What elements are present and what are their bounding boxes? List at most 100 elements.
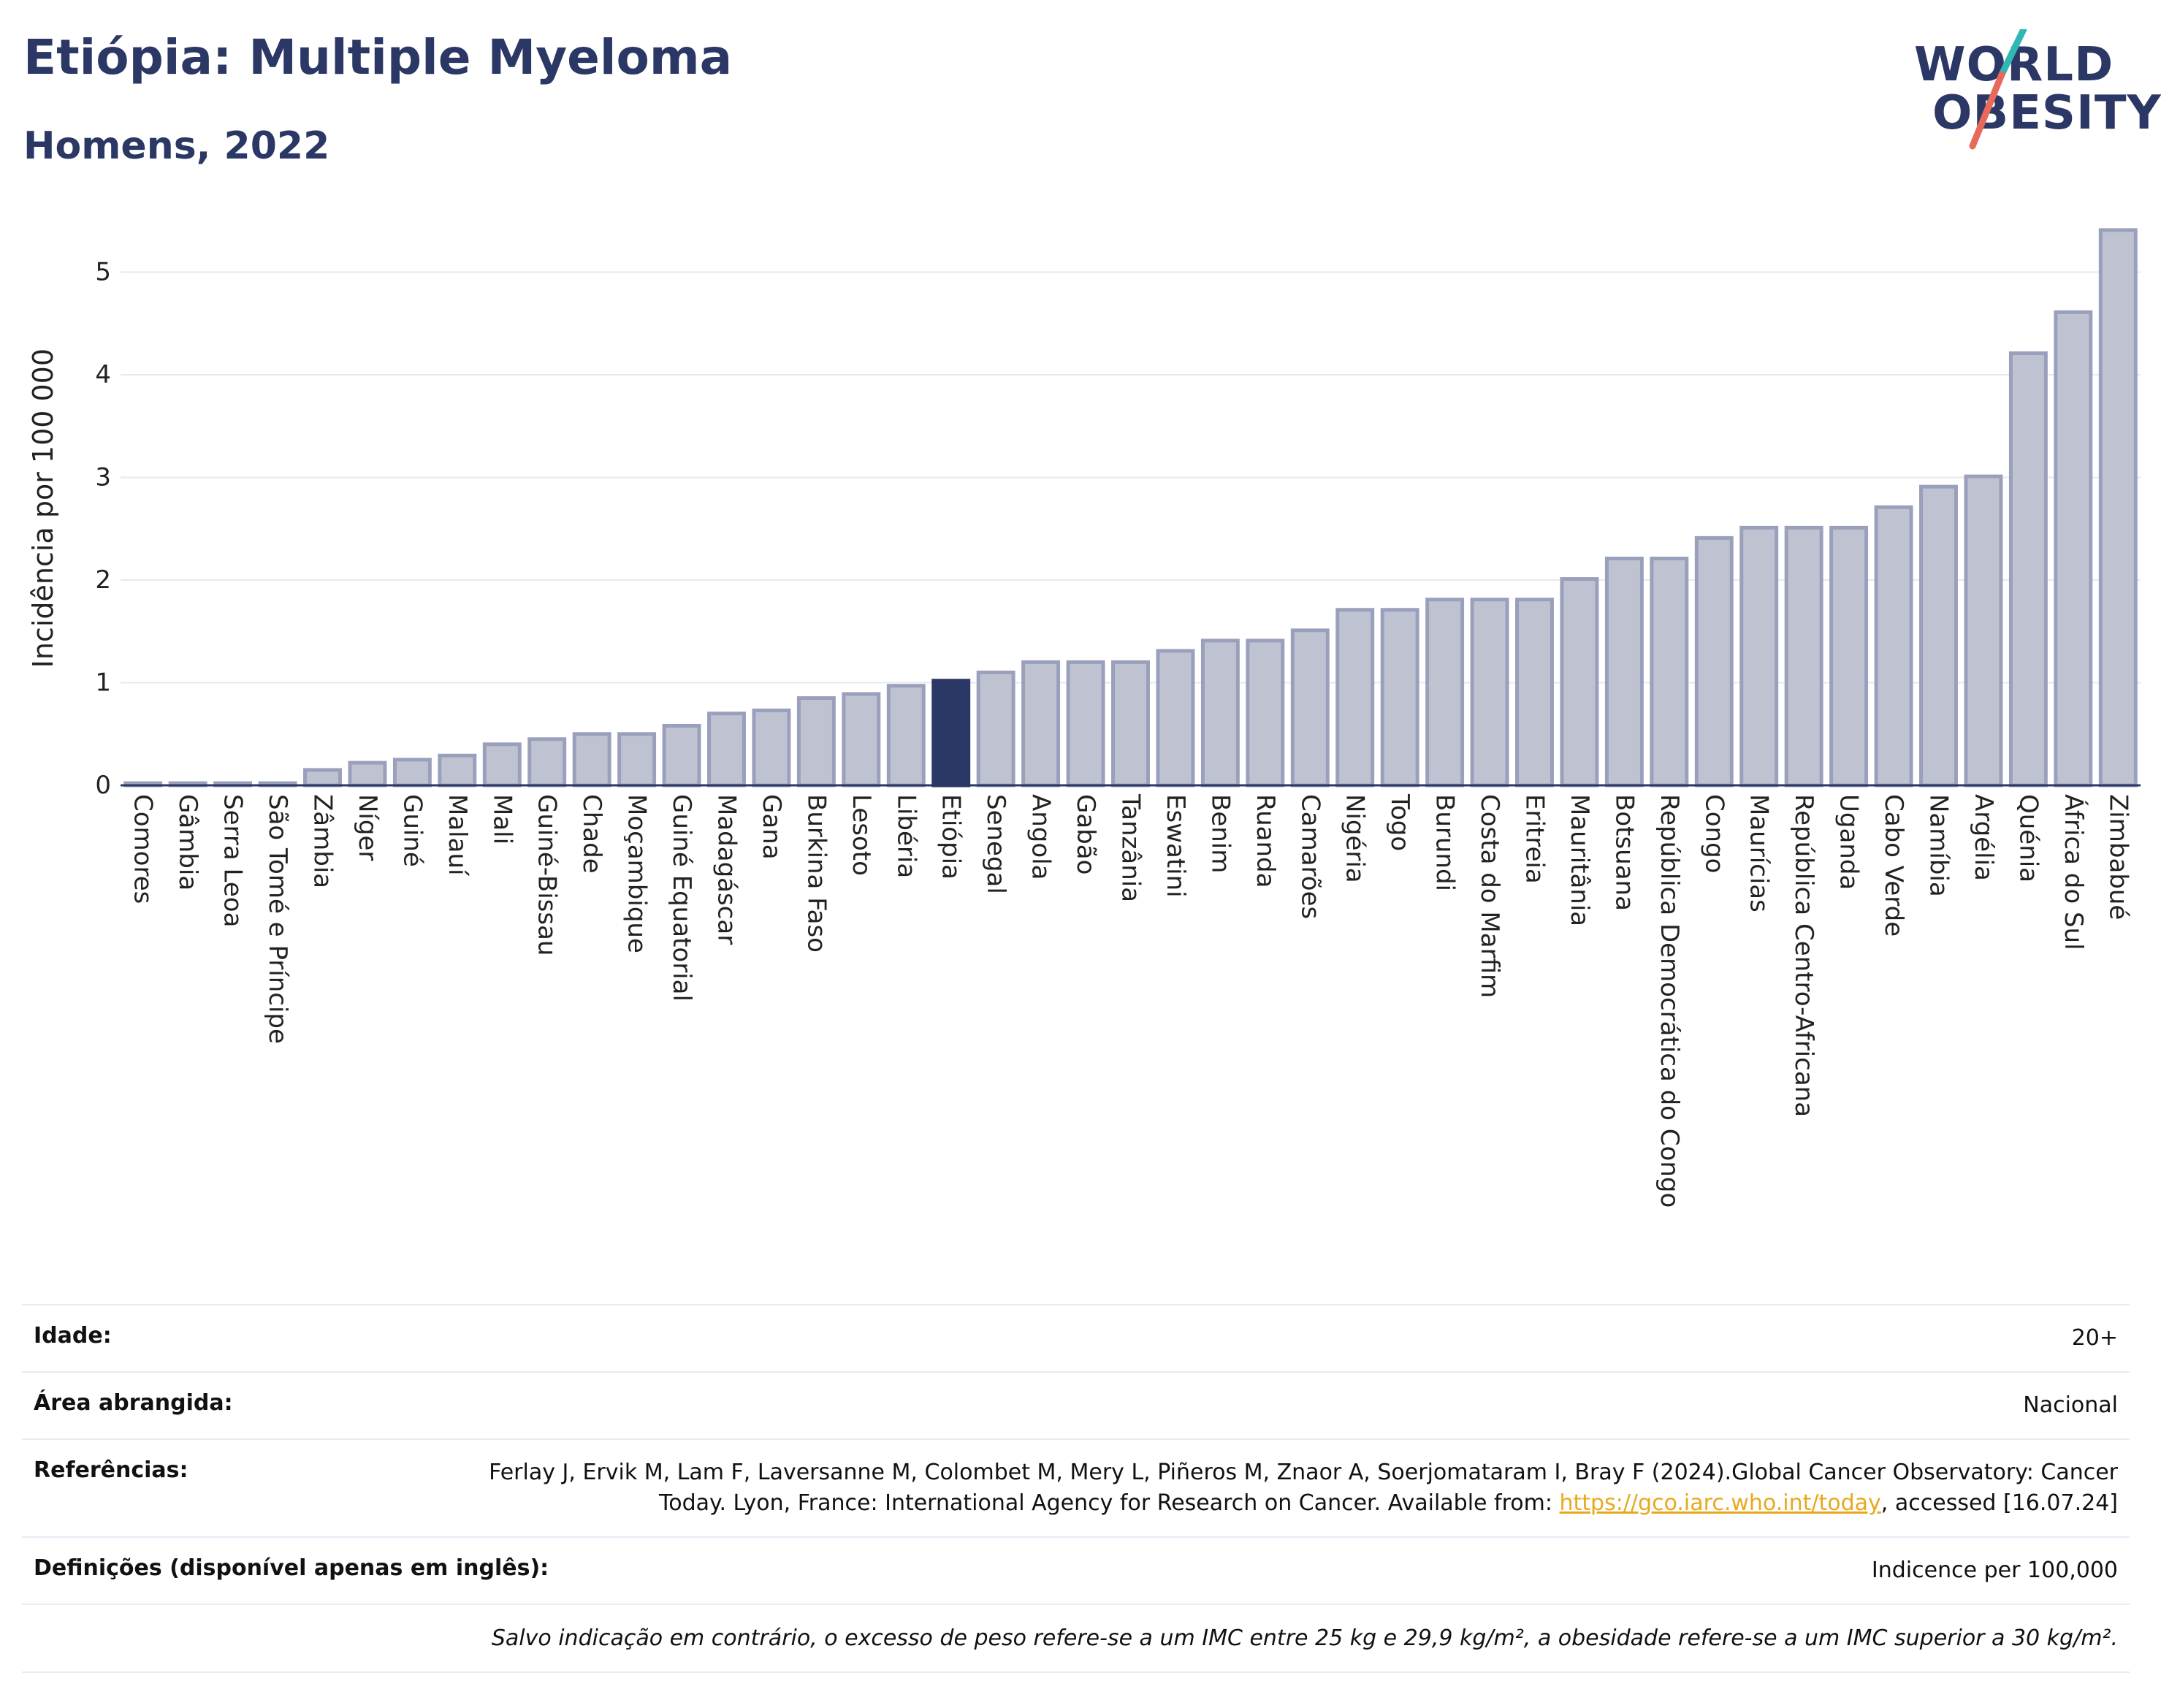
x-tick-label: Camarões xyxy=(1295,794,1325,919)
bar xyxy=(392,758,432,788)
definitions-value: Indicence per 100,000 xyxy=(1871,1558,2118,1583)
bar xyxy=(1246,638,1285,788)
x-tick-label: Ruanda xyxy=(1251,794,1280,888)
x-tick-label: Comores xyxy=(129,794,158,904)
bar xyxy=(976,670,1015,788)
bar xyxy=(842,692,881,788)
bar xyxy=(1604,556,1644,788)
x-tick-label: África do Sul xyxy=(2059,794,2089,950)
bar xyxy=(796,696,836,788)
logo-slash-icon xyxy=(1969,29,2027,150)
x-tick-label: Senegal xyxy=(981,794,1010,894)
x-tick-label: Maurícias xyxy=(1745,794,1774,912)
x-tick-label: Gabão xyxy=(1071,794,1100,874)
bar xyxy=(707,712,746,788)
x-tick-label: Guiné-Bissau xyxy=(533,794,562,956)
details-row-age: Idade: 20+ xyxy=(22,1304,2130,1371)
x-tick-label: República Democrática do Congo xyxy=(1655,794,1684,1208)
bar xyxy=(2008,351,2048,788)
bar xyxy=(1066,660,1105,788)
bar xyxy=(662,724,701,788)
bar xyxy=(1425,598,1465,788)
x-tick-label: Burkina Faso xyxy=(801,794,831,953)
x-tick-label: Guiné Equatorial xyxy=(667,794,696,1002)
bar xyxy=(303,768,342,788)
bar xyxy=(1156,649,1195,788)
bar xyxy=(1919,484,1958,788)
x-tick-label: Eritreia xyxy=(1520,794,1550,884)
bar xyxy=(1560,577,1599,788)
bar xyxy=(482,742,522,788)
y-tick-label: 3 xyxy=(95,463,111,492)
references-value: Ferlay J, Ervik M, Lam F, Laversanne M, … xyxy=(474,1457,2118,1519)
y-tick-label: 4 xyxy=(95,360,111,389)
details-table: Idade: 20+ Área abrangida: Nacional Refe… xyxy=(22,1304,2130,1673)
x-tick-label: Eswatini xyxy=(1161,794,1190,898)
x-tick-label: Serra Leoa xyxy=(218,794,248,927)
x-tick-label: Etiópia xyxy=(937,794,966,880)
page-title: Etiópia: Multiple Myeloma xyxy=(23,29,733,85)
x-tick-label: Nigéria xyxy=(1341,794,1370,883)
bar xyxy=(438,753,477,788)
x-tick-label: Zimbabué xyxy=(2103,794,2133,920)
bar xyxy=(1290,628,1330,788)
x-tick-label: República Centro-Africana xyxy=(1789,794,1818,1117)
bar-chart: 0 1 2 3 4 5 Incidência por 100 000 Comores Gâmbi… xyxy=(27,228,2141,1208)
x-tick-label: Argélia xyxy=(1969,794,1998,881)
bar xyxy=(572,732,611,788)
x-tick-label: Angola xyxy=(1026,794,1056,880)
y-tick-label: 5 xyxy=(95,258,111,287)
area-value: Nacional xyxy=(2023,1392,2118,1418)
bar xyxy=(1784,525,1823,788)
x-tick-label: Botsuana xyxy=(1609,794,1639,911)
page-subtitle: Homens, 2022 xyxy=(23,124,330,168)
x-tick-label: Burundi xyxy=(1430,794,1460,891)
x-tick-label: Lesoto xyxy=(847,794,876,876)
y-axis-label: Incidência por 100 000 xyxy=(27,348,59,668)
bar xyxy=(752,708,791,788)
x-tick-label: Tanzânia xyxy=(1116,793,1146,902)
age-value: 20+ xyxy=(2071,1325,2118,1351)
details-row-definitions: Definições (disponível apenas em inglês)… xyxy=(22,1536,2130,1604)
bar xyxy=(1380,608,1419,788)
x-tick-label: Gâmbia xyxy=(173,794,202,891)
references-label: Referências: xyxy=(34,1457,188,1483)
bar xyxy=(348,760,387,788)
x-tick-label: Quénia xyxy=(2013,794,2043,882)
references-text: Ferlay J, Ervik M, Lam F, Laversanne M, … xyxy=(489,1460,2118,1516)
x-tick-label: Cabo Verde xyxy=(1879,794,1908,937)
bar xyxy=(1739,525,1779,788)
bar xyxy=(1111,660,1150,788)
bar xyxy=(886,684,926,788)
x-tick-label: Benim xyxy=(1205,794,1235,873)
x-tick-label: Mali xyxy=(487,794,517,845)
references-accessed: , accessed [16.07.24] xyxy=(1880,1490,2118,1516)
x-tick-label: Congo xyxy=(1699,794,1729,873)
bar xyxy=(1021,660,1061,788)
bar xyxy=(2054,310,2093,788)
x-tick-label: Uganda xyxy=(1834,794,1864,890)
x-tick-label: Namíbia xyxy=(1924,794,1954,897)
bar xyxy=(1874,505,1913,788)
bar xyxy=(1650,556,1689,788)
x-tick-label: Malauí xyxy=(443,794,472,877)
y-tick-label: 2 xyxy=(95,565,111,595)
x-tick-label: São Tomé e Príncipe xyxy=(263,794,292,1044)
logo-line2: OBESITY xyxy=(1932,86,2161,140)
x-tick-label: Moçambique xyxy=(622,794,652,953)
x-tick-label: Guiné xyxy=(397,794,427,867)
world-obesity-logo: WORLD OBESITY xyxy=(1899,29,2161,153)
x-tick-label: Níger xyxy=(353,794,382,861)
x-tick-label: Libéria xyxy=(891,794,921,878)
x-tick-label: Madagáscar xyxy=(712,794,742,945)
bar xyxy=(1470,598,1509,788)
x-tick-label: Costa do Marfim xyxy=(1475,794,1504,998)
y-tick-label: 1 xyxy=(95,668,111,698)
area-label: Área abrangida: xyxy=(34,1390,233,1416)
bar xyxy=(931,679,971,788)
references-link[interactable]: https://gco.iarc.who.int/today xyxy=(1559,1490,1881,1516)
age-label: Idade: xyxy=(34,1323,112,1349)
bar xyxy=(1335,608,1375,788)
x-tick-label: Zâmbia xyxy=(308,794,338,888)
bar xyxy=(1200,638,1240,788)
